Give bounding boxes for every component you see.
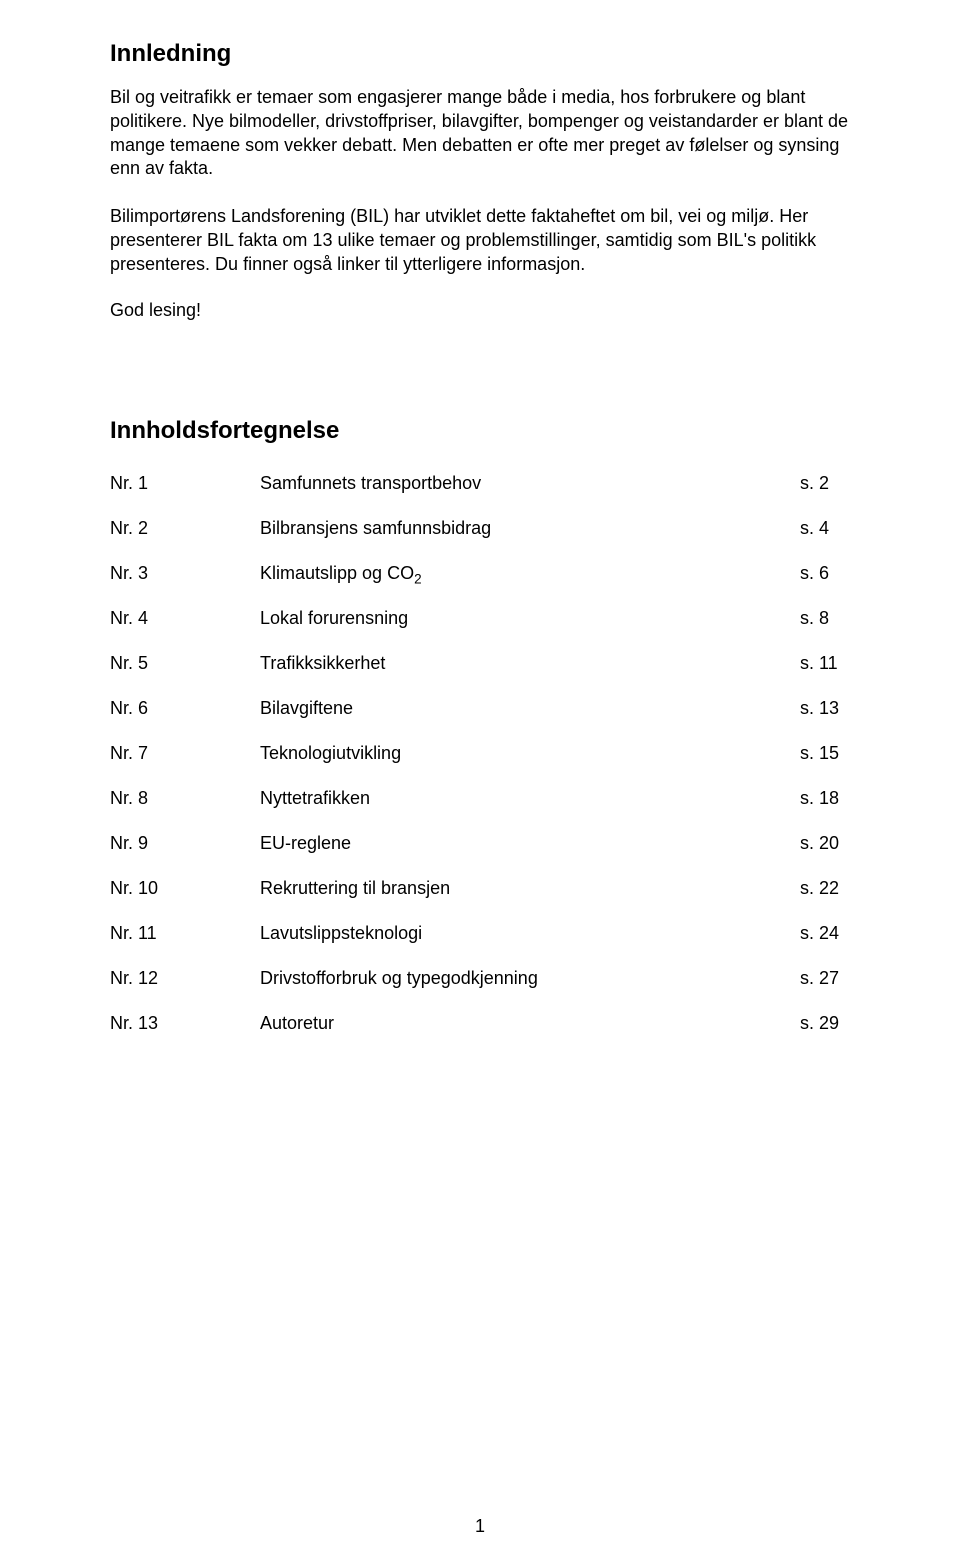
- toc-entry-number: Nr. 11: [110, 923, 260, 944]
- toc-entry-label: Bilbransjens samfunnsbidrag: [260, 518, 800, 539]
- toc-list: Nr. 1Samfunnets transportbehovs. 2Nr. 2B…: [110, 473, 870, 1034]
- toc-row: Nr. 7Teknologiutviklings. 15: [110, 743, 870, 764]
- toc-entry-number: Nr. 12: [110, 968, 260, 989]
- toc-entry-number: Nr. 2: [110, 518, 260, 539]
- toc-entry-label: Drivstofforbruk og typegodkjenning: [260, 968, 800, 989]
- document-page: Innledning Bil og veitrafikk er temaer s…: [0, 0, 960, 1561]
- toc-entry-label: Autoretur: [260, 1013, 800, 1034]
- toc-entry-page: s. 13: [800, 698, 870, 719]
- toc-entry-page: s. 22: [800, 878, 870, 899]
- toc-entry-number: Nr. 3: [110, 563, 260, 584]
- toc-entry-number: Nr. 4: [110, 608, 260, 629]
- toc-entry-label: Bilavgiftene: [260, 698, 800, 719]
- toc-entry-label: Lavutslippsteknologi: [260, 923, 800, 944]
- intro-paragraph-2: Bilimportørens Landsforening (BIL) har u…: [110, 205, 870, 276]
- toc-heading: Innholdsfortegnelse: [110, 417, 870, 445]
- toc-row: Nr. 8Nyttetrafikkens. 18: [110, 788, 870, 809]
- toc-row: Nr. 1Samfunnets transportbehovs. 2: [110, 473, 870, 494]
- intro-paragraph-1: Bil og veitrafikk er temaer som engasjer…: [110, 86, 870, 181]
- toc-row: Nr. 11Lavutslippsteknologis. 24: [110, 923, 870, 944]
- toc-entry-page: s. 11: [800, 653, 870, 674]
- toc-entry-label: Samfunnets transportbehov: [260, 473, 800, 494]
- toc-entry-page: s. 18: [800, 788, 870, 809]
- toc-row: Nr. 10Rekruttering til bransjens. 22: [110, 878, 870, 899]
- toc-row: Nr. 3Klimautslipp og CO2s. 6: [110, 563, 870, 584]
- toc-entry-label: Teknologiutvikling: [260, 743, 800, 764]
- toc-entry-page: s. 8: [800, 608, 870, 629]
- toc-entry-label: Lokal forurensning: [260, 608, 800, 629]
- toc-entry-page: s. 27: [800, 968, 870, 989]
- toc-entry-number: Nr. 8: [110, 788, 260, 809]
- toc-entry-page: s. 2: [800, 473, 870, 494]
- toc-entry-number: Nr. 1: [110, 473, 260, 494]
- toc-entry-number: Nr. 5: [110, 653, 260, 674]
- toc-entry-number: Nr. 10: [110, 878, 260, 899]
- toc-entry-number: Nr. 13: [110, 1013, 260, 1034]
- toc-entry-label: Rekruttering til bransjen: [260, 878, 800, 899]
- toc-row: Nr. 5Trafikksikkerhets. 11: [110, 653, 870, 674]
- intro-signoff: God lesing!: [110, 300, 870, 321]
- toc-row: Nr. 12Drivstofforbruk og typegodkjenning…: [110, 968, 870, 989]
- toc-entry-page: s. 20: [800, 833, 870, 854]
- toc-row: Nr. 2Bilbransjens samfunnsbidrags. 4: [110, 518, 870, 539]
- toc-entry-label: Nyttetrafikken: [260, 788, 800, 809]
- page-number: 1: [0, 1516, 960, 1537]
- toc-row: Nr. 9EU-reglenes. 20: [110, 833, 870, 854]
- toc-entry-page: s. 29: [800, 1013, 870, 1034]
- section-gap: [110, 321, 870, 417]
- toc-entry-label: EU-reglene: [260, 833, 800, 854]
- toc-row: Nr. 6Bilavgiftenes. 13: [110, 698, 870, 719]
- toc-entry-page: s. 24: [800, 923, 870, 944]
- toc-entry-label: Klimautslipp og CO2: [260, 563, 800, 584]
- toc-row: Nr. 4Lokal forurensnings. 8: [110, 608, 870, 629]
- toc-entry-page: s. 6: [800, 563, 870, 584]
- toc-row: Nr. 13Autoreturs. 29: [110, 1013, 870, 1034]
- toc-entry-label: Trafikksikkerhet: [260, 653, 800, 674]
- toc-entry-number: Nr. 6: [110, 698, 260, 719]
- toc-entry-number: Nr. 7: [110, 743, 260, 764]
- toc-entry-number: Nr. 9: [110, 833, 260, 854]
- toc-entry-page: s. 15: [800, 743, 870, 764]
- toc-entry-page: s. 4: [800, 518, 870, 539]
- intro-heading: Innledning: [110, 40, 870, 68]
